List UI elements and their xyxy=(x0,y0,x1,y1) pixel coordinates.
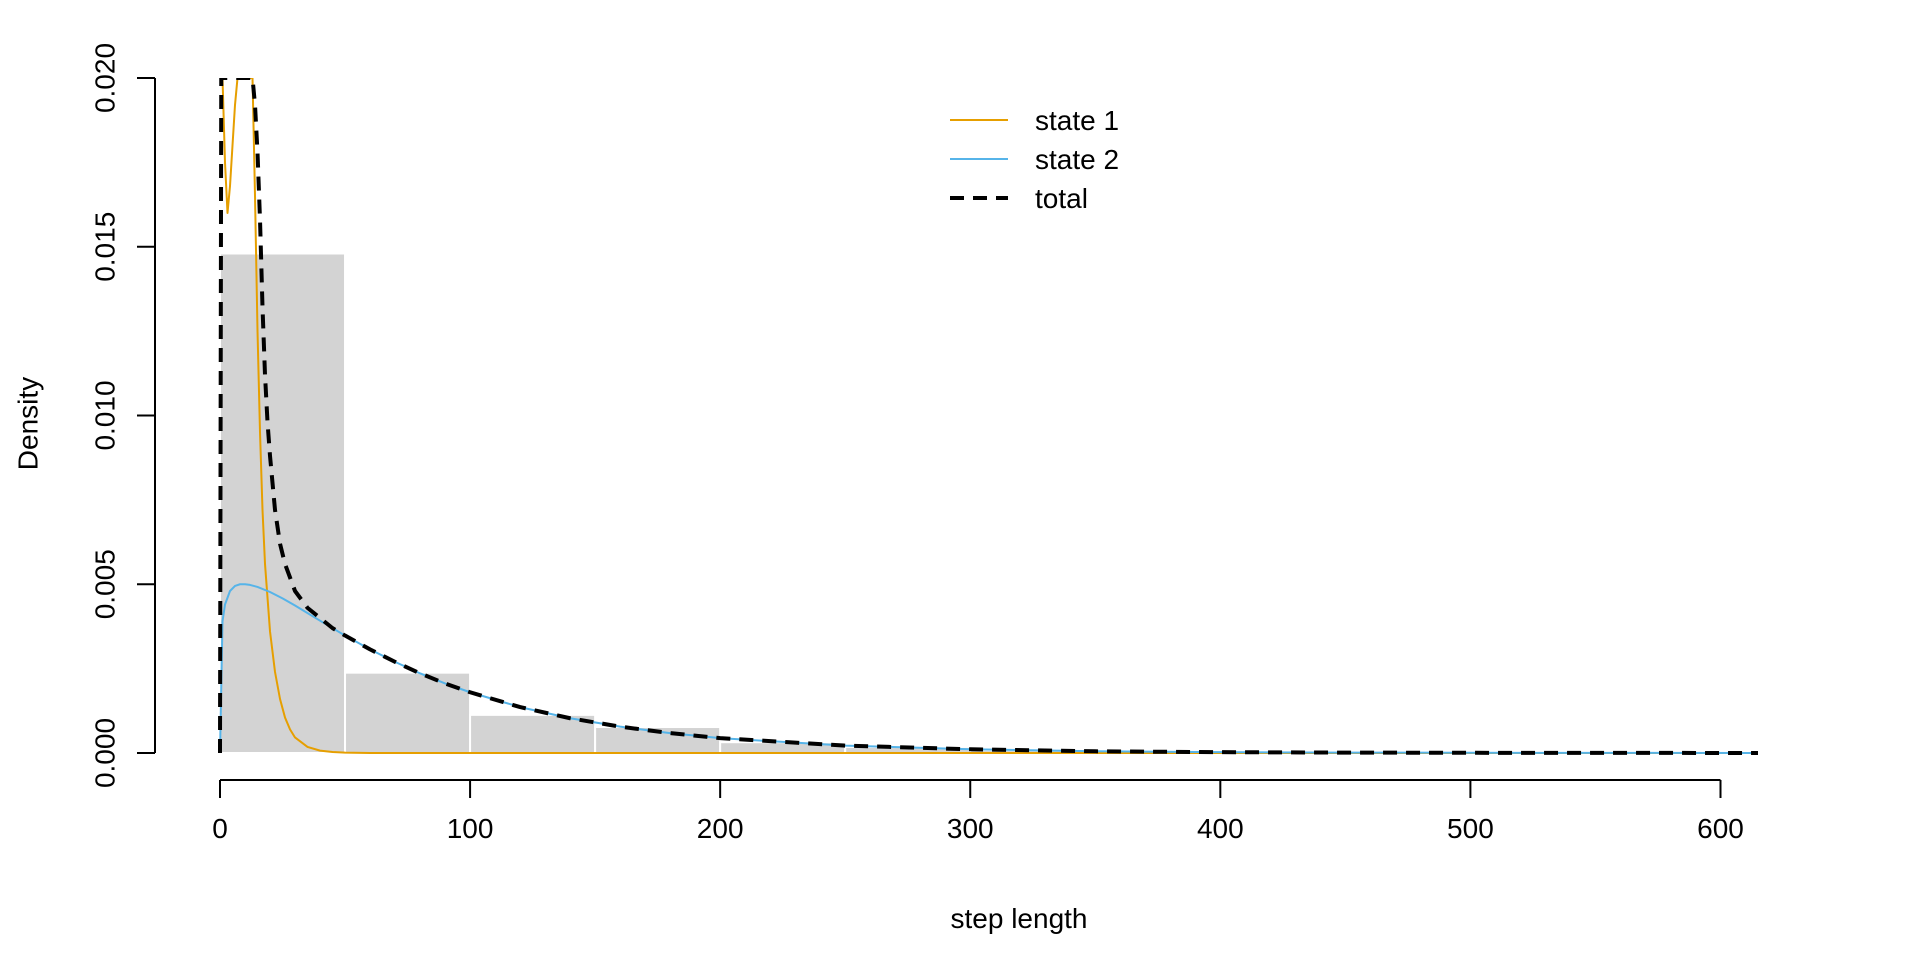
y-axis-title: Density xyxy=(12,377,43,470)
y-tick-label: 0.000 xyxy=(89,718,120,788)
x-tick-label: 0 xyxy=(212,813,228,844)
legend-label: state 2 xyxy=(1035,144,1119,175)
legend: state 1 state 2 total xyxy=(950,105,1119,214)
y-tick-label: 0.015 xyxy=(89,212,120,282)
density-curves xyxy=(218,78,1759,755)
histogram-bars xyxy=(219,252,1722,755)
y-tick-label: 0.020 xyxy=(89,43,120,113)
histogram-bar xyxy=(219,252,347,754)
x-tick-label: 200 xyxy=(697,813,744,844)
series-line-state-1 xyxy=(220,78,1758,754)
x-tick-label: 500 xyxy=(1447,813,1494,844)
x-axis-title: step length xyxy=(951,903,1088,934)
legend-label: state 1 xyxy=(1035,105,1119,136)
x-tick-label: 400 xyxy=(1197,813,1244,844)
y-tick-label: 0.005 xyxy=(89,549,120,619)
x-tick-label: 100 xyxy=(447,813,494,844)
series-line-total xyxy=(218,78,1759,755)
y-tick-label: 0.010 xyxy=(89,380,120,450)
x-tick-label: 600 xyxy=(1697,813,1744,844)
histogram-bar xyxy=(469,713,597,754)
legend-label: total xyxy=(1035,183,1088,214)
x-tick-label: 300 xyxy=(947,813,994,844)
axes: 0 100 200 300 400 500 600 0.000 0.005 0.010 0.015 0… xyxy=(89,43,1743,844)
